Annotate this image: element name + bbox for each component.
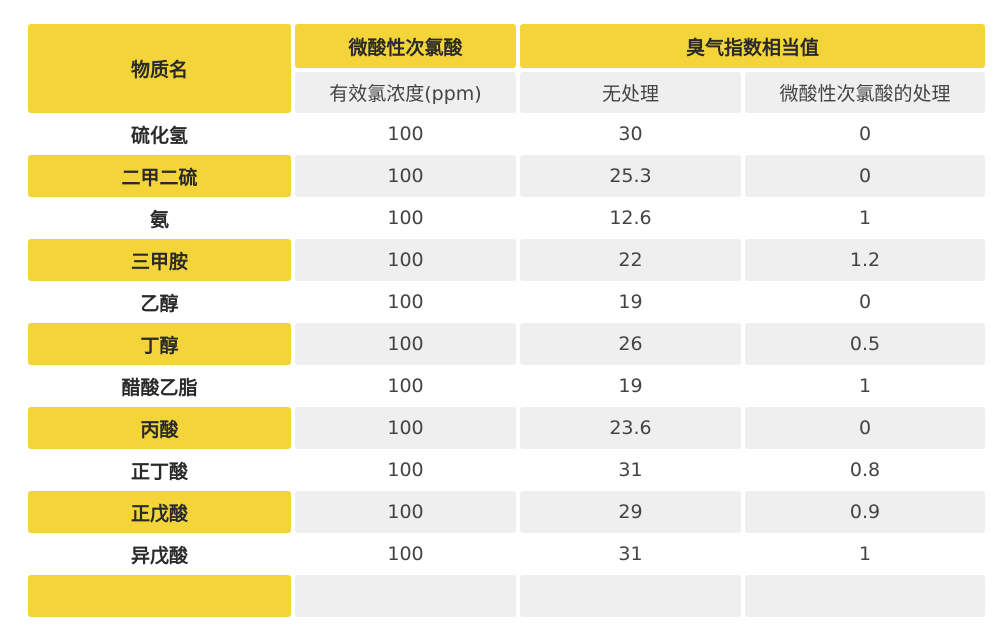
substance-name-cell: 丁醇 xyxy=(28,323,291,365)
treated-cell: 0.5 xyxy=(745,323,985,365)
substance-name-cell: 氨 xyxy=(28,197,291,239)
untreated-cell: 12.6 xyxy=(520,197,741,239)
treated-cell: 1 xyxy=(745,197,985,239)
untreated-cell: 29 xyxy=(520,491,741,533)
untreated-cell xyxy=(520,575,741,617)
substance-name-cell xyxy=(28,575,291,617)
substance-name-cell: 三甲胺 xyxy=(28,239,291,281)
treated-cell: 0 xyxy=(745,113,985,155)
untreated-cell: 19 xyxy=(520,365,741,407)
untreated-cell: 31 xyxy=(520,533,741,575)
substance-name-cell: 异戊酸 xyxy=(28,533,291,575)
ppm-cell: 100 xyxy=(295,365,516,407)
ppm-cell: 100 xyxy=(295,239,516,281)
header-substance-name: 物质名 xyxy=(28,24,291,113)
header-untreated: 无处理 xyxy=(520,72,741,113)
substance-name-cell: 丙酸 xyxy=(28,407,291,449)
substance-name-cell: 乙醇 xyxy=(28,281,291,323)
treated-cell: 1 xyxy=(745,533,985,575)
untreated-cell: 23.6 xyxy=(520,407,741,449)
untreated-cell: 25.3 xyxy=(520,155,741,197)
untreated-cell: 30 xyxy=(520,113,741,155)
ppm-cell: 100 xyxy=(295,533,516,575)
untreated-cell: 26 xyxy=(520,323,741,365)
header-treated: 微酸性次氯酸的处理 xyxy=(745,72,985,113)
odor-table: 物质名 微酸性次氯酸 臭气指数相当值 有效氯浓度(ppm) 无处理 微酸性次氯酸… xyxy=(28,24,985,617)
header-odor-group: 臭气指数相当值 xyxy=(520,24,985,68)
ppm-cell: 100 xyxy=(295,155,516,197)
ppm-cell: 100 xyxy=(295,407,516,449)
untreated-cell: 19 xyxy=(520,281,741,323)
treated-cell: 0.8 xyxy=(745,449,985,491)
treated-cell: 0.9 xyxy=(745,491,985,533)
untreated-cell: 31 xyxy=(520,449,741,491)
treated-cell: 1.2 xyxy=(745,239,985,281)
ppm-cell: 100 xyxy=(295,113,516,155)
substance-name-cell: 醋酸乙脂 xyxy=(28,365,291,407)
treated-cell: 0 xyxy=(745,281,985,323)
header-ppm: 有效氯浓度(ppm) xyxy=(295,72,516,113)
substance-name-cell: 硫化氢 xyxy=(28,113,291,155)
substance-name-cell: 二甲二硫 xyxy=(28,155,291,197)
untreated-cell: 22 xyxy=(520,239,741,281)
ppm-cell: 100 xyxy=(295,449,516,491)
header-acid-group: 微酸性次氯酸 xyxy=(295,24,516,68)
substance-name-cell: 正丁酸 xyxy=(28,449,291,491)
ppm-cell: 100 xyxy=(295,197,516,239)
treated-cell: 0 xyxy=(745,407,985,449)
treated-cell: 0 xyxy=(745,155,985,197)
ppm-cell xyxy=(295,575,516,617)
treated-cell xyxy=(745,575,985,617)
treated-cell: 1 xyxy=(745,365,985,407)
ppm-cell: 100 xyxy=(295,323,516,365)
substance-name-cell: 正戊酸 xyxy=(28,491,291,533)
ppm-cell: 100 xyxy=(295,491,516,533)
ppm-cell: 100 xyxy=(295,281,516,323)
